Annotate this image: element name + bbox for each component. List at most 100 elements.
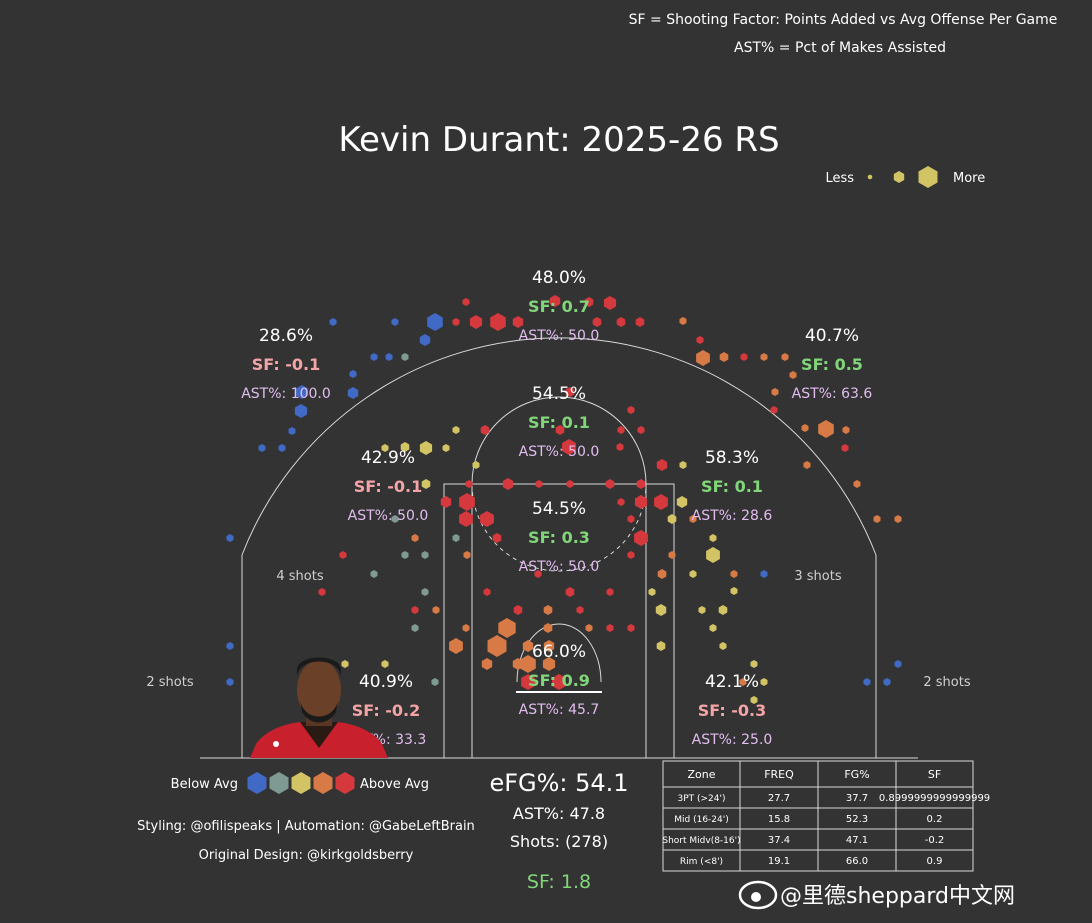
hexbin — [718, 605, 728, 615]
table-cell: 0.2 — [927, 814, 943, 825]
weibo-eye-icon — [751, 892, 761, 902]
hexbin — [421, 588, 429, 596]
hexbin — [636, 479, 646, 489]
size-legend-hex-3 — [918, 166, 938, 188]
hexbin — [522, 640, 534, 652]
hexbin — [894, 660, 902, 668]
hexbin — [657, 569, 667, 579]
hexbin — [841, 444, 849, 452]
hexbin — [341, 660, 349, 668]
table-header-cell: Zone — [687, 768, 715, 781]
hexbin — [706, 547, 720, 563]
hexbin — [656, 459, 668, 471]
hexbin — [513, 605, 523, 615]
hexbin — [385, 353, 393, 361]
hexbin — [381, 660, 389, 668]
hexbin — [818, 420, 834, 438]
hexbin — [542, 657, 556, 671]
hexbin — [635, 317, 645, 327]
zone-sf-left-mid: SF: -0.1 — [354, 477, 423, 496]
hexbin — [648, 588, 656, 596]
zone-sf-right-corner: SF: -0.3 — [698, 701, 767, 720]
hexbin — [801, 424, 809, 432]
table-cell: 0.8999999999999999 — [879, 793, 990, 804]
hexbin — [520, 655, 536, 673]
free-throw-circle-top — [471, 396, 647, 485]
table-cell: 47.1 — [846, 835, 868, 846]
hexbin — [627, 406, 635, 414]
hexbin — [770, 406, 778, 414]
hexbin — [617, 426, 625, 434]
zone-ast-left-mid: AST%: 50.0 — [348, 508, 429, 524]
zone-fg-rim: 66.0% — [532, 642, 586, 662]
weibo-icon — [738, 880, 778, 910]
table-header-cell: SF — [928, 768, 941, 781]
hexbin — [483, 588, 491, 596]
hexbin — [667, 514, 677, 524]
hexbin — [391, 515, 399, 523]
hexbin — [226, 678, 234, 686]
hexbin — [709, 534, 717, 542]
hexbin — [419, 334, 431, 346]
hexbin — [329, 318, 337, 326]
zone-fg-top-mid: 54.5% — [532, 384, 586, 404]
zone-ast-rim: AST%: 45.7 — [519, 702, 600, 718]
watermark: @里德sheppard中文网 — [738, 880, 1015, 910]
hexbin — [654, 494, 668, 510]
zone-ast-right-wing3: AST%: 63.6 — [792, 386, 873, 402]
hexbin — [459, 511, 473, 527]
hexbin-layer — [226, 295, 902, 704]
zone-ast-paint: AST%: 50.0 — [519, 559, 600, 575]
hexbin — [883, 678, 891, 686]
hexbin — [760, 678, 768, 686]
hexbin — [449, 638, 463, 654]
zone-sf-rim: SF: 0.9 — [528, 671, 590, 690]
hexbin — [411, 606, 419, 614]
zone-fg-right-mid: 58.3% — [705, 448, 759, 468]
hexbin — [679, 461, 687, 469]
hexbin — [543, 623, 553, 633]
hexbin — [585, 624, 593, 632]
hexbin — [760, 570, 768, 578]
hexbin — [498, 618, 516, 638]
hexbin — [552, 674, 566, 690]
face — [297, 660, 341, 720]
hexbin — [452, 426, 460, 434]
hexbin — [606, 588, 614, 596]
hexbin — [565, 387, 575, 397]
hexbin — [411, 534, 419, 542]
hexbin — [370, 353, 378, 361]
side-label-right-2: 2 shots — [923, 675, 970, 690]
hexbin — [427, 313, 443, 331]
hexbin — [730, 570, 738, 578]
hexbin — [400, 442, 410, 452]
table-cell: 27.7 — [768, 793, 790, 804]
hexbin — [676, 496, 688, 508]
zone-sf-left-wing3: SF: -0.1 — [252, 355, 321, 374]
paint-inner — [471, 483, 647, 759]
hexbin — [288, 427, 296, 435]
hexbin — [668, 551, 676, 559]
hexbin — [719, 642, 727, 650]
zone-ast-top-mid: AST%: 50.0 — [519, 444, 600, 460]
color-legend-hex-1 — [247, 772, 267, 794]
color-legend-hexes — [247, 772, 355, 794]
hexbin — [565, 587, 575, 597]
hexbin — [432, 606, 440, 614]
hexbin — [463, 551, 471, 559]
hexbin — [605, 479, 615, 489]
watermark-text: @里德sheppard中文网 — [780, 884, 1015, 909]
hexbin — [739, 678, 747, 686]
table-cell: Rim (<8') — [680, 857, 723, 867]
summary-efg: eFG%: 54.1 — [489, 769, 628, 797]
neck-shape — [300, 722, 338, 748]
hexbin — [617, 498, 625, 506]
hexbin — [401, 551, 409, 559]
player-headshot — [250, 657, 388, 758]
hexbin — [853, 480, 861, 488]
zone-sf-top-mid: SF: 0.1 — [528, 413, 590, 432]
zone-labels: 48.0% SF: 0.7 AST%: 50.0 28.6% SF: -0.1 AST%:… — [241, 268, 872, 748]
zone-fg-top3: 48.0% — [532, 268, 586, 288]
zone-table: Zone FREQ FG% SF 3PT (>24') 27.7 37.7 0.8999999… — [662, 760, 990, 872]
hair — [297, 657, 341, 678]
